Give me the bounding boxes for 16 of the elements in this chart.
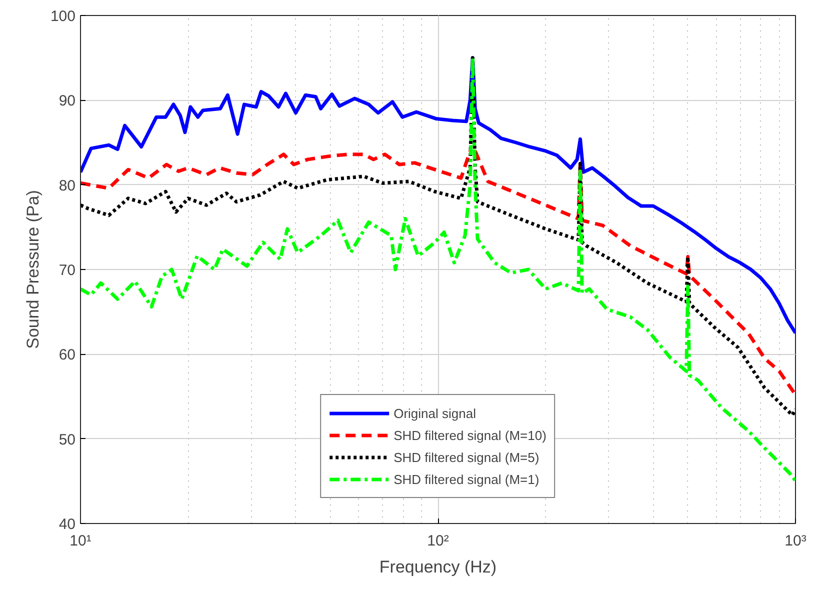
legend-label: SHD filtered signal (M=1) bbox=[394, 472, 540, 486]
y-tick-label: 100 bbox=[50, 8, 76, 25]
x-axis-title: Frequency (Hz) bbox=[379, 558, 497, 576]
y-tick-label: 80 bbox=[58, 177, 76, 194]
y-axis-title: Sound Pressure (Pa) bbox=[23, 190, 42, 349]
y-tick-label: 90 bbox=[58, 92, 76, 110]
legend-label: SHD filtered signal (M=10) bbox=[394, 428, 546, 442]
x-tick-label: 10¹ bbox=[70, 532, 92, 550]
legend-label: SHD filtered signal (M=5) bbox=[394, 450, 540, 464]
legend-label: Original signal bbox=[394, 406, 476, 420]
y-tick-label: 70 bbox=[58, 262, 76, 279]
y-tick-label: 40 bbox=[58, 516, 76, 533]
x-tick-label: 10² bbox=[427, 532, 449, 550]
y-tick-label: 60 bbox=[58, 346, 76, 364]
x-tick-label: 10³ bbox=[784, 532, 806, 550]
y-tick-label: 50 bbox=[58, 431, 76, 448]
